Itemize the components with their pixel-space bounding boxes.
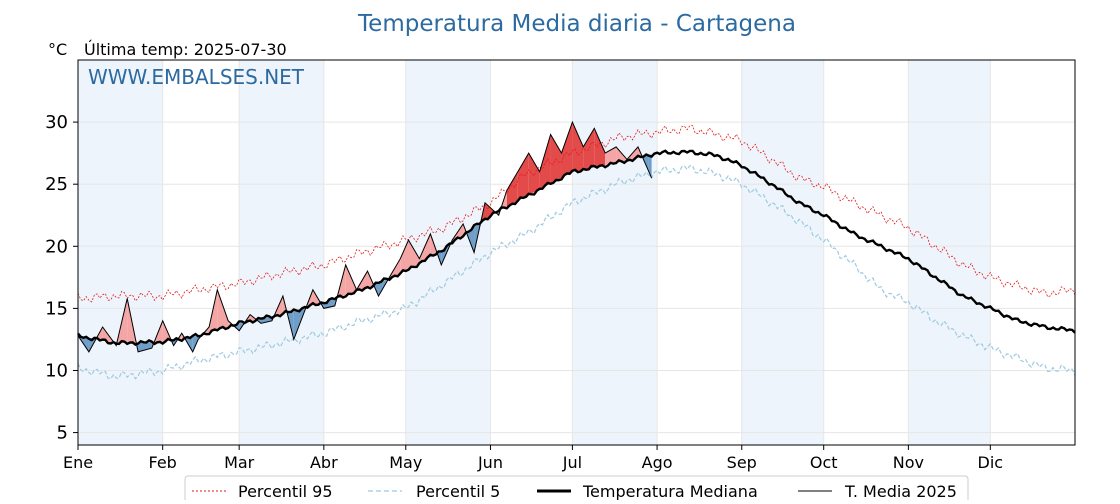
grid-lines [77,60,1075,445]
y-tick-label: 15 [45,298,68,319]
fill-below-median [323,298,335,309]
y-tick-label: 10 [45,360,68,381]
watermark-text: WWW.EMBALSES.NET [88,65,305,89]
fill-above-median [605,146,617,166]
legend: Percentil 95 Percentil 5 Temperatura Med… [184,475,969,504]
fill-above-median [528,153,540,196]
month-shade-Mar [239,60,324,445]
x-tick-label: May [389,453,422,472]
y-tick-label: 25 [45,174,68,195]
fill-above-median [217,289,229,330]
fill-above-median [616,146,628,163]
x-tick-label: Sep [727,453,757,472]
series-line-current [77,120,653,353]
series-lines [77,120,1076,380]
fill-above-median [539,134,551,190]
y-tick-label: 30 [45,112,68,133]
x-tick-label: Ene [63,453,93,472]
x-axis: Ene Feb Mar Abr May Jun Jul Ago Sep Oct Nov Dic [63,445,1003,472]
fill-above-median [561,122,573,178]
legend-label-median: Temperatura Mediana [582,482,758,500]
fill-above-median [400,240,409,274]
x-tick-label: Jun [477,453,503,472]
series-line-p5 [77,165,1076,380]
month-shade-Nov [908,60,991,445]
legend-label-p5: Percentil 5 [416,482,500,500]
x-tick-label: Nov [893,453,924,472]
legend-label-p95: Percentil 95 [238,482,333,500]
fill-above-median [408,240,420,270]
fill-above-median [345,264,357,296]
unit-label: °C [48,40,67,59]
fill-below-median [261,316,272,324]
month-shade-Sep [741,60,824,445]
plot-frame [77,59,1076,446]
x-tick-label: Mar [224,453,255,472]
y-axis: 5 10 15 20 25 30 [45,112,78,444]
fill-above-median [572,122,584,172]
y-tick-label: 5 [57,423,68,444]
fill-above-median [484,202,496,220]
fill-above-median [594,128,606,168]
x-tick-label: Ago [642,453,673,472]
month-shade-Jul [572,60,658,445]
series-line-p95 [77,125,1076,303]
month-shade-May [405,60,491,445]
month-shading [78,60,991,445]
fill-above-median [506,171,518,207]
legend-box [184,475,969,504]
x-tick-label: Dic [978,453,1004,472]
chart-title: Temperatura Media diaria - Cartagena [357,11,796,37]
x-tick-label: Oct [810,453,838,472]
legend-label-current: T. Media 2025 [844,482,957,500]
month-shade-Ene [78,60,163,445]
fill-above-median [517,153,529,201]
fill-below-median [138,342,152,352]
x-tick-label: Jul [562,453,582,472]
last-temp-label: Última temp: 2025-07-30 [84,40,287,59]
x-tick-label: Abr [310,453,338,472]
y-tick-label: 20 [45,236,68,257]
fill-above-median [583,128,595,170]
x-tick-label: Feb [149,453,177,472]
